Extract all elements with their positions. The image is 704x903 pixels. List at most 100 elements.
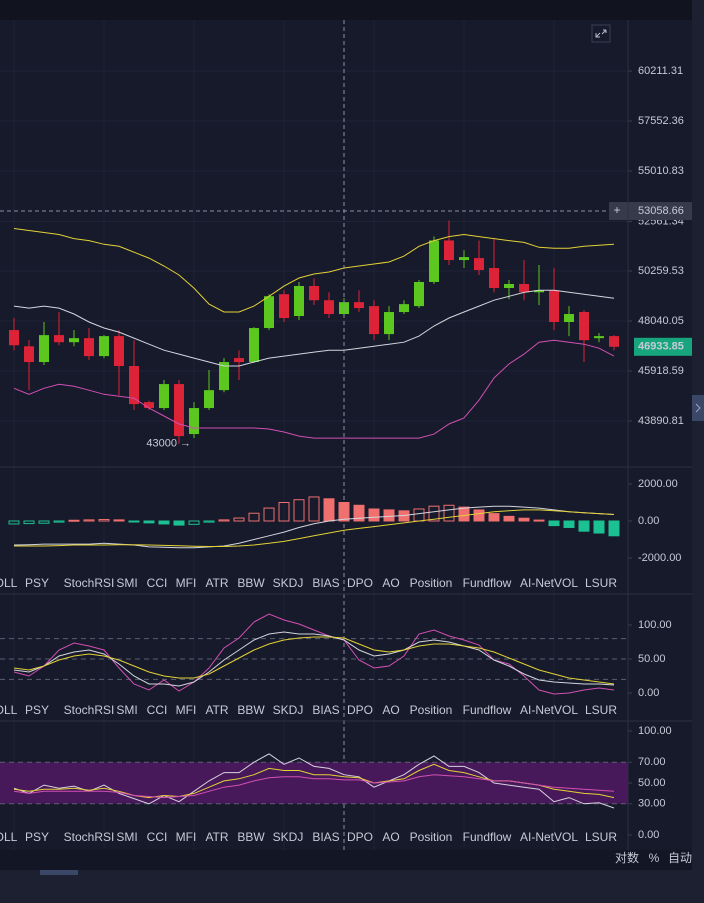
scale-button[interactable]: %: [649, 851, 660, 865]
y-tick-label: 48040.05: [638, 315, 684, 327]
indicator-tab[interactable]: ATR: [205, 703, 228, 717]
indicator-tab[interactable]: AI-NetVOL: [520, 703, 578, 717]
indicator-tab[interactable]: BIAS: [312, 830, 339, 844]
y-tick-label: 0.00: [638, 515, 659, 527]
scale-button[interactable]: 对数: [615, 850, 639, 865]
histogram-bar: [218, 519, 230, 522]
candle-body: [54, 335, 64, 343]
side-handle[interactable]: [692, 395, 704, 421]
histogram-bar: [128, 520, 140, 523]
histogram-bar: [533, 519, 545, 522]
indicator-line: [13, 228, 615, 313]
indicator-line: [13, 339, 615, 439]
scale-button[interactable]: 自动: [668, 851, 692, 865]
indicator-tab[interactable]: SKDJ: [273, 576, 304, 590]
crosshair-price-box: [609, 202, 692, 221]
indicator-tab[interactable]: PSY: [25, 703, 49, 717]
indicator-tab[interactable]: DPO: [347, 576, 373, 590]
indicator-tab[interactable]: StochRSI: [64, 703, 115, 717]
indicator-tab[interactable]: ATR: [205, 576, 228, 590]
indicator-tab[interactable]: SMI: [116, 576, 137, 590]
y-tick-label: 57552.36: [638, 115, 684, 127]
histogram-bar: [83, 519, 95, 522]
indicator-tab[interactable]: StochRSI: [64, 576, 115, 590]
histogram-bar: [338, 502, 350, 522]
histogram-bar: [548, 520, 560, 527]
indicator-tab[interactable]: BBW: [237, 576, 265, 590]
candle-body: [444, 240, 454, 261]
indicator-tab[interactable]: SKDJ: [273, 703, 304, 717]
histogram-bar: [263, 507, 275, 522]
last-price-box: [634, 337, 692, 356]
histogram-bar: [578, 520, 590, 532]
indicator-tab[interactable]: SMI: [116, 703, 137, 717]
candle-body: [69, 338, 79, 343]
indicator-tab[interactable]: PSY: [25, 830, 49, 844]
histogram-bar: [173, 520, 185, 526]
histogram-bar: [38, 520, 50, 524]
time-axis-bar: [0, 850, 692, 870]
indicator-tab[interactable]: SMI: [116, 830, 137, 844]
indicator-tab[interactable]: LSUR: [585, 830, 617, 844]
candle-body: [144, 402, 154, 409]
histogram-bar: [458, 506, 470, 522]
indicator-tab[interactable]: MFI: [176, 830, 197, 844]
indicator-tab[interactable]: BIAS: [312, 703, 339, 717]
candle-body: [279, 294, 289, 319]
indicator-tab[interactable]: LSUR: [585, 703, 617, 717]
candle-body: [369, 306, 379, 335]
histogram-bar: [113, 519, 125, 522]
candle-body: [174, 384, 184, 437]
indicator-tab[interactable]: CCI: [147, 703, 168, 717]
histogram-bar: [518, 517, 530, 522]
indicator-tab[interactable]: BBW: [237, 830, 265, 844]
candle-body: [39, 335, 49, 363]
candle-body: [309, 285, 319, 301]
indicator-tab[interactable]: Position: [410, 830, 453, 844]
indicator-tab[interactable]: BBW: [237, 703, 265, 717]
indicator-tab[interactable]: LSUR: [585, 576, 617, 590]
indicator-tab[interactable]: OLL: [0, 703, 18, 717]
indicator-line: [13, 613, 615, 695]
histogram-bar: [143, 520, 155, 524]
indicator-tab[interactable]: AO: [382, 703, 399, 717]
indicator-tab[interactable]: Position: [410, 576, 453, 590]
indicator-tab[interactable]: Fundflow: [463, 576, 512, 590]
indicator-tab[interactable]: Fundflow: [463, 703, 512, 717]
scroll-handle[interactable]: [40, 870, 78, 875]
y-tick-label: 43890.81: [638, 415, 684, 427]
indicator-tab[interactable]: DPO: [347, 830, 373, 844]
indicator-tab[interactable]: AO: [382, 830, 399, 844]
indicator-tab[interactable]: ATR: [205, 830, 228, 844]
indicator-tab[interactable]: OLL: [0, 576, 18, 590]
y-tick-label: 100.00: [638, 725, 672, 737]
y-tick-label: 60211.31: [638, 65, 683, 77]
indicator-tab[interactable]: PSY: [25, 576, 49, 590]
indicator-tab[interactable]: AI-NetVOL: [520, 830, 578, 844]
candle-body: [294, 285, 304, 317]
indicator-tab[interactable]: Fundflow: [463, 830, 512, 844]
histogram-bar: [278, 502, 290, 522]
y-tick-label: -2000.00: [638, 552, 681, 564]
candle-body: [384, 312, 394, 335]
indicator-tab[interactable]: AI-NetVOL: [520, 576, 578, 590]
histogram-bar: [158, 520, 170, 525]
indicator-tab[interactable]: CCI: [147, 830, 168, 844]
indicator-tab[interactable]: AO: [382, 576, 399, 590]
indicator-tab[interactable]: MFI: [176, 703, 197, 717]
indicator-line: [13, 289, 615, 367]
indicator-tab[interactable]: MFI: [176, 576, 197, 590]
indicator-tab[interactable]: CCI: [147, 576, 168, 590]
histogram-bar: [563, 520, 575, 528]
expand-icon[interactable]: [591, 24, 611, 43]
indicator-tab[interactable]: Position: [410, 703, 453, 717]
candle-body: [99, 336, 109, 357]
y-tick-label: 45918.59: [638, 365, 684, 377]
indicator-tab[interactable]: StochRSI: [64, 830, 115, 844]
indicator-tab[interactable]: DPO: [347, 703, 373, 717]
indicator-tab[interactable]: SKDJ: [273, 830, 304, 844]
indicator-line: [13, 505, 615, 549]
indicator-tab[interactable]: OLL: [0, 830, 18, 844]
indicator-tab[interactable]: BIAS: [312, 576, 339, 590]
